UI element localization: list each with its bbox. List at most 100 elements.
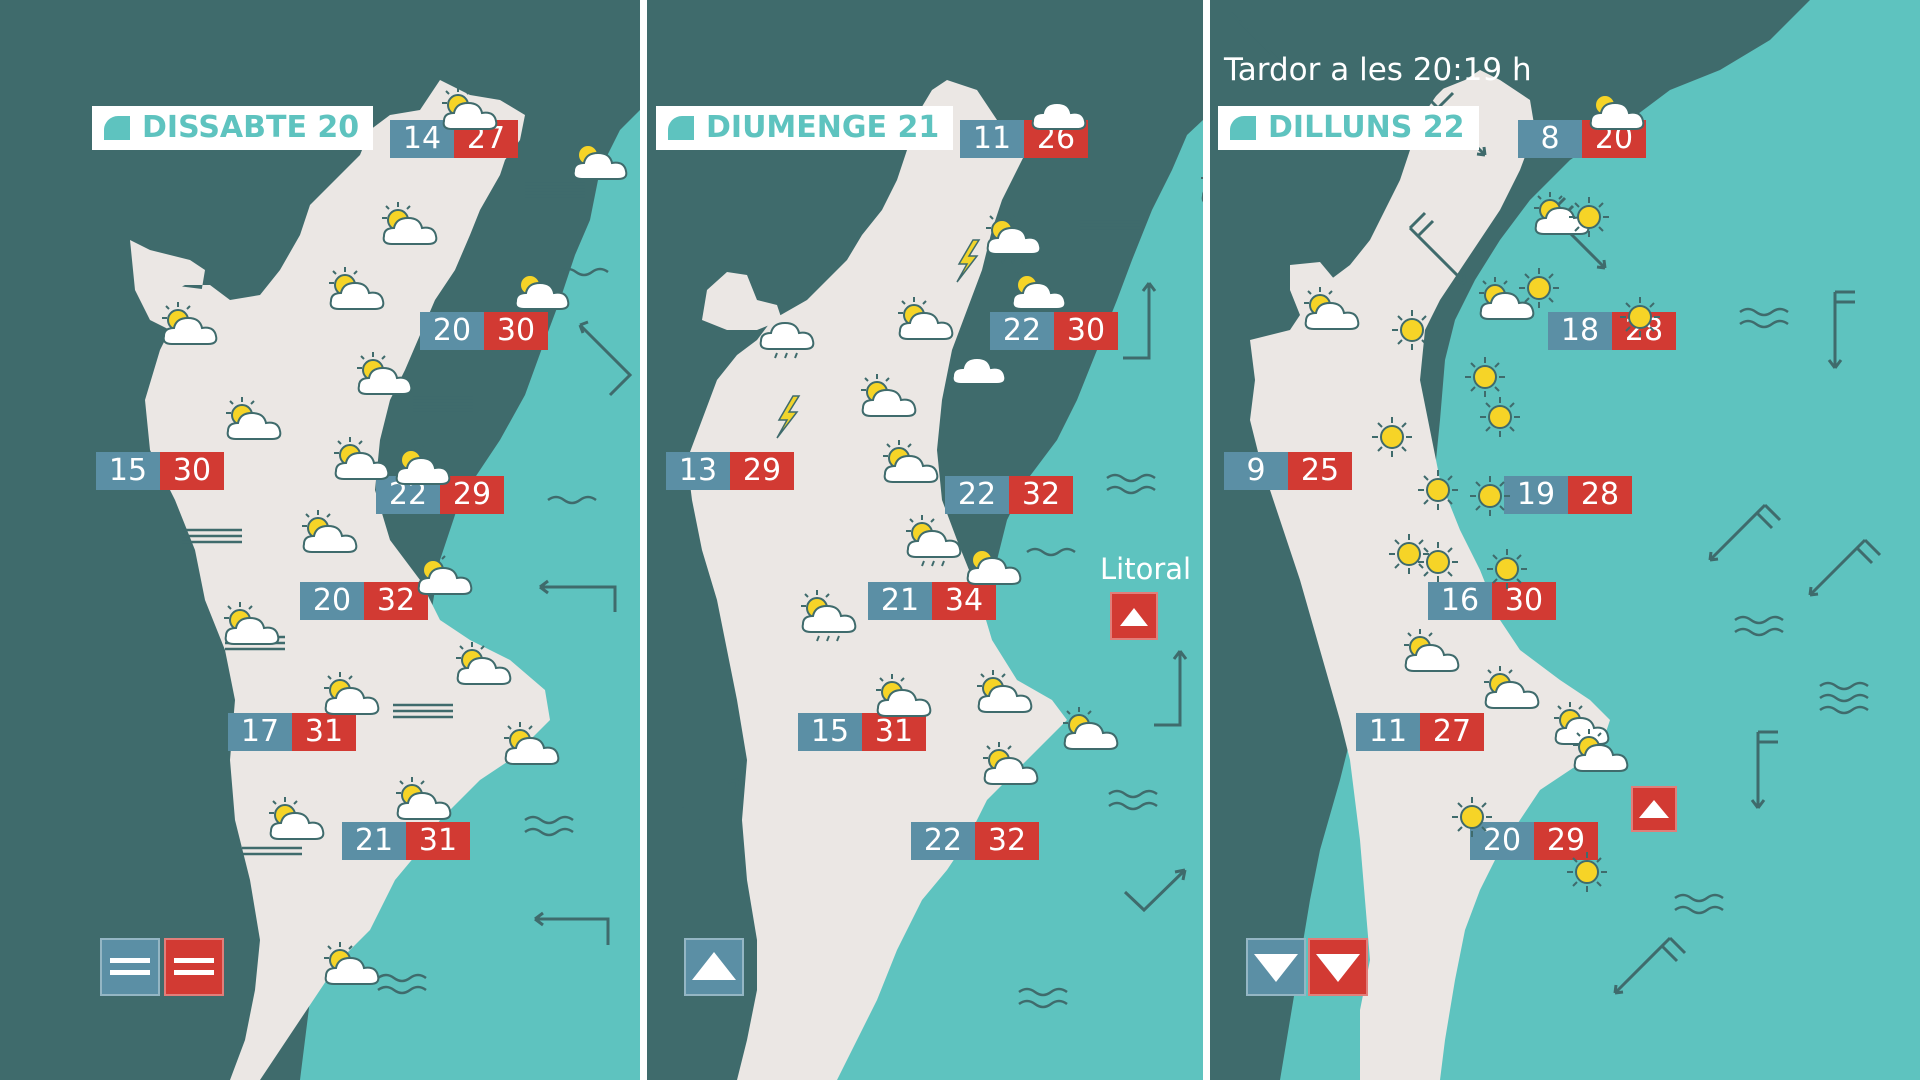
- min-temp: 11: [1356, 713, 1420, 751]
- time-title: Tardor a les 20:19 h: [1224, 52, 1532, 88]
- min-temp: 20: [420, 312, 484, 350]
- sun-icon: [1370, 415, 1414, 463]
- sun-cloud-icon: [438, 85, 502, 145]
- temperature-box: 20 30: [420, 312, 548, 350]
- sun-icon: [1387, 532, 1431, 580]
- sun-cloud-icon: [378, 200, 442, 260]
- temperature-box: 21 34: [868, 582, 996, 620]
- temperature-box: 22 30: [990, 312, 1118, 350]
- wind-arrow-2: [539, 579, 617, 612]
- sun-icon: [1390, 308, 1434, 356]
- max-temp: 31: [406, 822, 470, 860]
- wind-barb-1: [1228, 0, 1287, 69]
- min-temp: 19: [1504, 476, 1568, 514]
- sun-icon: [1567, 195, 1611, 243]
- max-temp: 30: [484, 312, 548, 350]
- min-temp: 17: [228, 713, 292, 751]
- sun-cloud-icon: [330, 435, 394, 495]
- wind-arrow-3: [534, 911, 610, 945]
- sun-cloud-icon: [353, 350, 417, 410]
- temperature-box: 17 31: [228, 713, 356, 751]
- land-area: [130, 80, 550, 1080]
- sun-cloud-icon: [265, 795, 329, 855]
- min-temp: 8: [1518, 120, 1582, 158]
- sun-cloud-icon: [500, 720, 564, 780]
- temperature-box: 22 32: [945, 476, 1073, 514]
- wind-barb-3: [1408, 211, 1467, 285]
- map-monday: [1228, 0, 1920, 1080]
- temperature-box: 11 26: [960, 120, 1088, 158]
- sun-icon: [1463, 355, 1507, 403]
- min-temp: 15: [96, 452, 160, 490]
- sun-cloud-icon: [872, 672, 936, 732]
- sun-cloud-icon: [1059, 705, 1123, 765]
- temperature-box: 11 27: [1356, 713, 1484, 751]
- sun-rain-icon: [797, 588, 861, 648]
- max-tendency-down-icon: [1308, 938, 1368, 996]
- max-temp: 32: [975, 822, 1039, 860]
- max-temp: 27: [1420, 713, 1484, 751]
- sun-cloud-icon: [1569, 727, 1633, 787]
- day-label-text: DISSABTE 20: [142, 110, 360, 145]
- max-tendency-up-icon: [684, 938, 744, 996]
- min-temp: 21: [868, 582, 932, 620]
- sun-cloud-icon: [1480, 664, 1544, 724]
- max-temp: 34: [932, 582, 996, 620]
- sun-cloud-icon: [879, 438, 943, 498]
- cloud-icon: [1027, 85, 1091, 145]
- wind-arrow-1: [1123, 282, 1157, 360]
- waves-1: [559, 267, 609, 277]
- island-land: [702, 272, 782, 330]
- min-temp: 21: [342, 822, 406, 860]
- sun-cloud-icon: [894, 295, 958, 355]
- sun-cloud-icon: [568, 135, 632, 195]
- sun-cloud-icon: [391, 440, 455, 500]
- temperature-box: 22 32: [911, 822, 1039, 860]
- sun-cloud-icon: [857, 372, 921, 432]
- sun-cloud-icon: [979, 740, 1043, 800]
- temperature-box: 15 30: [96, 452, 224, 490]
- max-temp: 30: [1492, 582, 1556, 620]
- wind-barb-6: [1708, 503, 1782, 562]
- sun-cloud-icon: [1475, 275, 1539, 335]
- max-temp: 32: [364, 582, 428, 620]
- sun-cloud-icon: [158, 300, 222, 360]
- waves-2: [1026, 547, 1076, 557]
- min-temp: 20: [1470, 822, 1534, 860]
- sun-rain-storm-icon: [982, 210, 1046, 270]
- fog-lines: [1080, 220, 1140, 230]
- sun-icon: [1565, 850, 1609, 898]
- min-temp: 13: [666, 452, 730, 490]
- sun-cloud-icon: [325, 265, 389, 325]
- sun-cloud-icon: [220, 600, 284, 660]
- waves-4: [1674, 893, 1724, 915]
- litoral-label: Litoral: [1100, 552, 1192, 586]
- sun-icon: [1468, 474, 1512, 522]
- sun-cloud-icon: [392, 775, 456, 835]
- sun-icon: [1618, 295, 1662, 343]
- sun-icon: [1478, 395, 1522, 443]
- sun-cloud-icon: [1197, 160, 1203, 220]
- min-temp: 20: [300, 582, 364, 620]
- temperature-box: 9 25: [1224, 452, 1352, 490]
- rain-cloud-icon: [755, 305, 819, 365]
- temperature-box: 20 32: [300, 582, 428, 620]
- channel-flag-icon: [1230, 116, 1256, 140]
- sun-cloud-icon: [1300, 285, 1364, 345]
- max-temp: 30: [1054, 312, 1118, 350]
- min-temp: 15: [798, 713, 862, 751]
- waves-3: [1819, 681, 1869, 715]
- wind-barb-5: [1827, 290, 1855, 369]
- sun-icon: [1517, 266, 1561, 314]
- temperature-box: 18 28: [1548, 312, 1676, 350]
- temperature-box: 8 20: [1518, 120, 1646, 158]
- channel-flag-icon: [104, 116, 130, 140]
- wind-arrow-3: [680, 778, 740, 825]
- sun-icon: [1485, 547, 1529, 595]
- min-temp: 22: [945, 476, 1009, 514]
- day-label-text: DILLUNS 22: [1268, 110, 1465, 145]
- storm-icon: [947, 340, 1011, 400]
- wind-arrow-1: [578, 320, 633, 397]
- max-temp: 25: [1288, 452, 1352, 490]
- waves-3: [1108, 789, 1158, 811]
